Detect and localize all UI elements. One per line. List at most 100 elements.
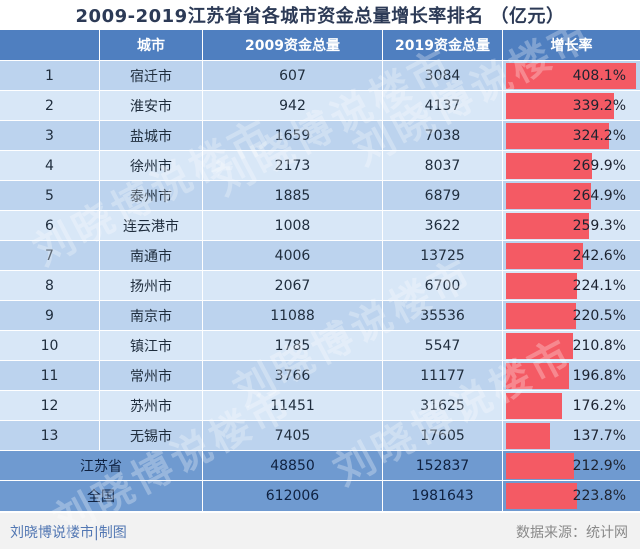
- value-2019-cell: 13725: [383, 241, 503, 271]
- rank-cell: 10: [0, 331, 100, 361]
- city-cell: 盐城市: [100, 121, 203, 151]
- growth-cell: 223.8%: [503, 481, 640, 511]
- value-2009-cell: 4006: [203, 241, 383, 271]
- city-cell: 徐州市: [100, 151, 203, 181]
- growth-label: 224.1%: [572, 278, 626, 294]
- growth-bar: [506, 93, 614, 119]
- table-row: 9 南京市 11088 35536 220.5%: [0, 300, 640, 331]
- growth-cell: 324.2%: [503, 121, 640, 151]
- value-2009-cell: 1659: [203, 121, 383, 151]
- growth-label: 324.2%: [572, 128, 626, 144]
- table-row: 10 镇江市 1785 5547 210.8%: [0, 330, 640, 361]
- value-2019-cell: 5547: [383, 331, 503, 361]
- value-2009-cell: 48850: [203, 451, 383, 481]
- value-2019-cell: 35536: [383, 301, 503, 331]
- value-2009-cell: 942: [203, 91, 383, 121]
- growth-label: 264.9%: [572, 188, 626, 204]
- rank-cell: 4: [0, 151, 100, 181]
- growth-bar: [506, 183, 591, 209]
- value-2009-cell: 11088: [203, 301, 383, 331]
- table-row: 6 连云港市 1008 3622 259.3%: [0, 210, 640, 241]
- value-2019-cell: 4137: [383, 91, 503, 121]
- value-2009-cell: 3766: [203, 361, 383, 391]
- summary-row: 全国 612006 1981643 223.8%: [0, 480, 640, 511]
- value-2019-cell: 7038: [383, 121, 503, 151]
- growth-cell: 408.1%: [503, 61, 640, 91]
- growth-cell: 176.2%: [503, 391, 640, 421]
- rank-cell: 5: [0, 181, 100, 211]
- summary-label: 江苏省: [0, 451, 203, 481]
- growth-bar: [506, 333, 573, 359]
- rank-cell: 8: [0, 271, 100, 301]
- value-2009-cell: 2173: [203, 151, 383, 181]
- header-city: 城市: [100, 30, 203, 60]
- value-2009-cell: 7405: [203, 421, 383, 451]
- table-row: 8 扬州市 2067 6700 224.1%: [0, 270, 640, 301]
- growth-label: 196.8%: [572, 368, 626, 384]
- summary-label: 全国: [0, 481, 203, 511]
- growth-cell: 242.6%: [503, 241, 640, 271]
- value-2009-cell: 11451: [203, 391, 383, 421]
- growth-bar: [506, 363, 569, 389]
- city-cell: 淮安市: [100, 91, 203, 121]
- header-2009: 2009资金总量: [203, 30, 383, 60]
- header-growth: 增长率: [503, 30, 640, 60]
- value-2009-cell: 1785: [203, 331, 383, 361]
- rank-cell: 1: [0, 61, 100, 91]
- value-2019-cell: 8037: [383, 151, 503, 181]
- rank-cell: 11: [0, 361, 100, 391]
- growth-cell: 259.3%: [503, 211, 640, 241]
- value-2019-cell: 31625: [383, 391, 503, 421]
- city-cell: 镇江市: [100, 331, 203, 361]
- summary-row: 江苏省 48850 152837 212.9%: [0, 450, 640, 481]
- growth-cell: 137.7%: [503, 421, 640, 451]
- growth-bar: [506, 483, 577, 509]
- rank-cell: 3: [0, 121, 100, 151]
- rank-cell: 13: [0, 421, 100, 451]
- value-2019-cell: 3622: [383, 211, 503, 241]
- value-2019-cell: 6700: [383, 271, 503, 301]
- growth-label: 339.2%: [572, 98, 626, 114]
- growth-cell: 264.9%: [503, 181, 640, 211]
- table-row: 12 苏州市 11451 31625 176.2%: [0, 390, 640, 421]
- table-row: 3 盐城市 1659 7038 324.2%: [0, 120, 640, 151]
- value-2009-cell: 1885: [203, 181, 383, 211]
- growth-label: 210.8%: [572, 338, 626, 354]
- growth-bar: [506, 453, 574, 479]
- header-2019: 2019资金总量: [383, 30, 503, 60]
- value-2009-cell: 2067: [203, 271, 383, 301]
- table-row: 4 徐州市 2173 8037 269.9%: [0, 150, 640, 181]
- value-2019-cell: 11177: [383, 361, 503, 391]
- city-cell: 常州市: [100, 361, 203, 391]
- city-cell: 扬州市: [100, 271, 203, 301]
- growth-bar: [506, 303, 576, 329]
- rank-cell: 7: [0, 241, 100, 271]
- value-2019-cell: 152837: [383, 451, 503, 481]
- growth-label: 269.9%: [572, 158, 626, 174]
- growth-cell: 196.8%: [503, 361, 640, 391]
- value-2009-cell: 612006: [203, 481, 383, 511]
- rank-cell: 9: [0, 301, 100, 331]
- growth-label: 137.7%: [572, 428, 626, 444]
- chart-title: 2009-2019江苏省省各城市资金总量增长率排名 （亿元）: [0, 0, 640, 30]
- rank-cell: 12: [0, 391, 100, 421]
- value-2019-cell: 6879: [383, 181, 503, 211]
- city-cell: 连云港市: [100, 211, 203, 241]
- growth-bar: [506, 423, 550, 449]
- value-2009-cell: 607: [203, 61, 383, 91]
- growth-label: 408.1%: [572, 68, 626, 84]
- growth-bar: [506, 153, 592, 179]
- city-cell: 南京市: [100, 301, 203, 331]
- growth-label: 176.2%: [572, 398, 626, 414]
- growth-bar: [506, 273, 577, 299]
- growth-bar: [506, 63, 636, 89]
- city-cell: 泰州市: [100, 181, 203, 211]
- growth-label: 259.3%: [572, 218, 626, 234]
- growth-label: 223.8%: [572, 488, 626, 504]
- growth-label: 212.9%: [572, 458, 626, 474]
- growth-bar: [506, 393, 562, 419]
- header-rank: [0, 30, 100, 60]
- growth-cell: 220.5%: [503, 301, 640, 331]
- growth-bar: [506, 243, 583, 269]
- growth-label: 242.6%: [572, 248, 626, 264]
